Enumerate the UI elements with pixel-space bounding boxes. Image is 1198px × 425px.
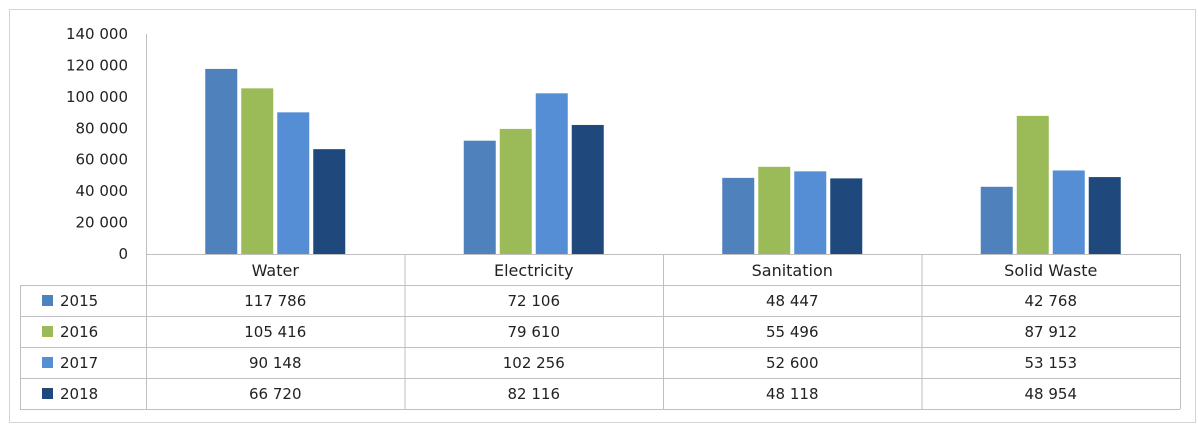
- y-tick-label: 120 000: [66, 56, 128, 74]
- bar-2016-sanitation: [758, 166, 791, 254]
- bar-2015-water: [205, 68, 238, 254]
- data-label: 82 116: [508, 385, 561, 403]
- bar-2015-electricity: [463, 140, 496, 254]
- y-tick-label: 80 000: [76, 119, 129, 137]
- legend-label: 2016: [60, 323, 98, 341]
- axis-layer: 0 20 000 40 000 60 000 80 000 100 000 120 000 1…: [66, 25, 128, 263]
- bar-2018-water: [313, 149, 346, 254]
- data-label: 48 954: [1025, 385, 1078, 403]
- data-label: 48 447: [766, 292, 819, 310]
- category-label: Water: [252, 261, 300, 280]
- bar-2017-electricity: [535, 93, 568, 254]
- data-table: Water Electricity Sanitation Solid Waste 201…: [20, 34, 1181, 410]
- y-tick-label: 20 000: [76, 214, 129, 232]
- bar-2018-sanitation: [830, 178, 863, 254]
- data-label: 79 610: [508, 323, 561, 341]
- data-label: 53 153: [1025, 354, 1078, 372]
- y-tick-label: 100 000: [66, 88, 128, 106]
- data-label: 42 768: [1025, 292, 1078, 310]
- category-label: Solid Waste: [1004, 261, 1097, 280]
- legend-label: 2017: [60, 354, 98, 372]
- legend-key-2015: [42, 295, 53, 306]
- chart-frame: [9, 9, 1196, 423]
- y-tick-label: 140 000: [66, 25, 128, 43]
- legend-label: 2018: [60, 385, 98, 403]
- bars-layer: [205, 68, 1121, 254]
- bar-2018-electricity: [571, 124, 604, 254]
- bar-2015-sanitation: [722, 177, 755, 254]
- bar-2018-solid-waste: [1088, 177, 1121, 254]
- data-label: 117 786: [244, 292, 306, 310]
- bar-2017-solid-waste: [1052, 170, 1085, 254]
- y-tick-label: 40 000: [76, 182, 129, 200]
- legend-key-2017: [42, 357, 53, 368]
- data-label: 72 106: [508, 292, 561, 310]
- data-label: 48 118: [766, 385, 819, 403]
- bar-2017-sanitation: [794, 171, 827, 254]
- bar-2016-solid-waste: [1016, 115, 1049, 254]
- y-tick-label: 0: [118, 245, 128, 263]
- data-label: 66 720: [249, 385, 302, 403]
- bar-2016-water: [241, 88, 274, 254]
- category-label: Sanitation: [752, 261, 833, 280]
- category-label: Electricity: [494, 261, 573, 280]
- bar-2016-electricity: [499, 128, 532, 254]
- data-label: 52 600: [766, 354, 819, 372]
- data-label: 90 148: [249, 354, 302, 372]
- legend-key-2018: [42, 388, 53, 399]
- data-label: 105 416: [244, 323, 306, 341]
- data-label: 87 912: [1025, 323, 1078, 341]
- data-label: 55 496: [766, 323, 819, 341]
- bar-2017-water: [277, 112, 310, 254]
- data-label: 102 256: [503, 354, 565, 372]
- y-tick-label: 60 000: [76, 151, 129, 169]
- bar-2015-solid-waste: [980, 186, 1013, 254]
- legend-key-2016: [42, 326, 53, 337]
- legend-label: 2015: [60, 292, 98, 310]
